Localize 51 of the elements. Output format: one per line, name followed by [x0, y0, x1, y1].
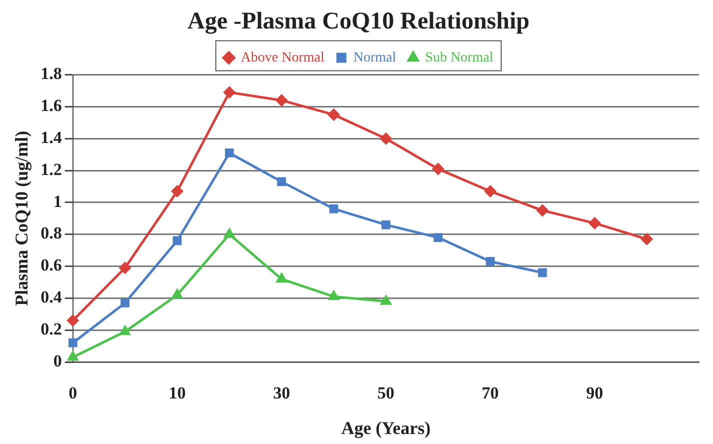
y-tick-label: 1.4	[40, 128, 62, 148]
legend-label: Normal	[353, 50, 396, 66]
point	[588, 217, 600, 229]
point	[328, 108, 340, 120]
x-tick-label: 30	[273, 384, 290, 403]
point	[328, 290, 339, 300]
point	[68, 351, 78, 361]
point	[486, 257, 495, 266]
point	[119, 262, 131, 274]
x-tick-label: 0	[68, 384, 78, 403]
y-tick-label: 1.6	[40, 96, 62, 116]
point	[380, 132, 392, 144]
y-tick-label: 0.4	[40, 288, 62, 307]
y-tick-label: 0.6	[40, 256, 62, 275]
point	[172, 236, 182, 246]
legend-label: Sub Normal	[425, 50, 494, 66]
point	[276, 94, 288, 106]
x-tick-label: 90	[586, 384, 604, 403]
y-tick-label: 0	[53, 351, 62, 370]
point	[120, 326, 130, 336]
y-tick-label: 1.8	[40, 64, 62, 84]
y-axis-title: Plasma CoQ10 (ug/ml)	[11, 130, 32, 306]
point	[276, 273, 287, 283]
point	[224, 228, 235, 238]
y-tick-label: 1	[53, 192, 62, 211]
point	[380, 296, 392, 305]
legend-label: Above Normal	[240, 50, 324, 66]
x-tick-label: 10	[168, 384, 186, 403]
point	[381, 220, 390, 230]
x-axis-title: Age (Years)	[341, 418, 431, 438]
point	[641, 233, 653, 245]
point	[224, 148, 234, 158]
y-tick-label: 0.8	[40, 224, 62, 243]
point	[224, 86, 236, 98]
y-tick-label: 0.2	[40, 319, 62, 338]
point	[329, 204, 338, 214]
point	[68, 338, 78, 348]
point	[434, 233, 443, 242]
y-tick-label: 1.2	[40, 160, 62, 179]
point	[536, 204, 548, 216]
point	[538, 268, 547, 278]
point	[172, 289, 182, 298]
point	[484, 186, 496, 198]
point	[171, 186, 183, 198]
point	[120, 298, 130, 308]
point	[67, 314, 79, 326]
point	[277, 177, 286, 186]
x-tick-label: 50	[377, 384, 394, 403]
point	[432, 163, 444, 175]
x-tick-label: 70	[482, 384, 499, 403]
chart-title: Age -Plasma CoQ10 Relationship	[188, 8, 530, 35]
